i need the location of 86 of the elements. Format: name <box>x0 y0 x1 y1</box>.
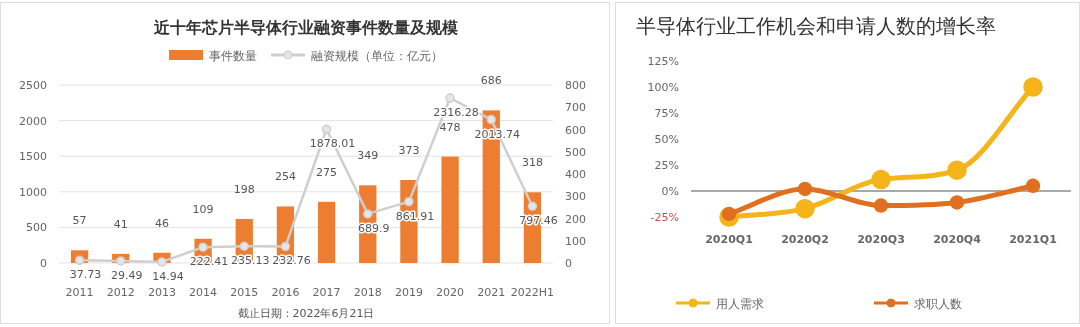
y2-tick-label: 400 <box>565 168 586 181</box>
data-label: 275 <box>316 165 338 179</box>
x-tick-label: 2013 <box>147 286 176 299</box>
x-tick-label: 2020Q2 <box>781 233 829 246</box>
data-label: 349 <box>357 149 379 163</box>
y-tick-label: 2000 <box>19 114 47 128</box>
data-label: 318 <box>521 156 543 170</box>
data-label: 1878.01 <box>309 137 356 151</box>
y-tick-label: 1500 <box>19 150 47 164</box>
data-label: 232.76 <box>272 254 311 268</box>
y2-tick-label: 600 <box>565 123 586 137</box>
data-label: 46 <box>154 216 169 230</box>
text: 截止日期：2022年6月21日 <box>237 307 375 320</box>
y-tick-label: 100% <box>647 81 679 94</box>
y2-tick-label: 300 <box>565 190 586 204</box>
x-tick-label: 2020 <box>436 286 465 299</box>
y-tick-label: 500 <box>26 221 47 235</box>
point <box>486 114 496 125</box>
x-tick-label: 2011 <box>65 286 94 299</box>
x-tick-label: 2022H1 <box>510 286 555 299</box>
x-tick-label: 2020Q3 <box>857 233 905 246</box>
x-tick-label: 2016 <box>271 286 300 299</box>
x-tick-label: 2017 <box>312 286 341 299</box>
data-label: 478 <box>439 120 461 134</box>
point <box>321 124 332 135</box>
bar <box>317 201 336 263</box>
x-tick-label: 2015 <box>230 286 259 299</box>
x-tick-label: 2020Q4 <box>933 233 982 246</box>
point <box>721 206 737 222</box>
data-label: 29.49 <box>111 268 143 282</box>
y-tick-label: 25% <box>654 159 679 172</box>
data-label: 57 <box>72 214 87 228</box>
data-label: 14.94 <box>152 269 184 283</box>
y-tick-label: -25% <box>650 211 679 224</box>
legend-label: 事件数量 <box>209 49 257 63</box>
data-label: 222.41 <box>189 255 229 269</box>
data-label: 109 <box>192 202 214 216</box>
y-tick-label: 50% <box>654 133 679 146</box>
point <box>527 201 538 211</box>
x-tick-label: 2012 <box>106 286 135 299</box>
y2-tick-label: 500 <box>565 145 586 159</box>
x-tick-label: 2014 <box>189 286 218 299</box>
y-tick-label: 75% <box>654 107 679 120</box>
y2-tick-label: 200 <box>565 212 586 226</box>
y-tick-label: 0% <box>661 185 679 198</box>
y2-tick-label: 700 <box>565 101 586 115</box>
x-tick-label: 2021 <box>477 286 506 299</box>
chart-title: 近十年芯片半导体行业融资事件数量及规模 <box>153 18 458 37</box>
point <box>871 169 891 190</box>
legend-label: 用人需求 <box>716 297 764 311</box>
x-tick-label: 2019 <box>394 286 423 299</box>
point <box>280 241 291 252</box>
point <box>1025 178 1041 194</box>
legend-label: 求职人数 <box>914 297 962 311</box>
data-label: 235.13 <box>231 254 270 268</box>
data-label: 37.73 <box>69 268 102 282</box>
point <box>795 198 815 219</box>
data-label: 686 <box>480 74 502 88</box>
data-label: 2316.28 <box>433 106 479 120</box>
point <box>404 196 414 207</box>
point <box>239 241 249 252</box>
data-label: 41 <box>113 217 128 231</box>
y-tick-label: 125% <box>647 55 679 68</box>
x-tick-label: 2021Q1 <box>1009 233 1057 246</box>
x-tick-label: 2020Q1 <box>705 233 753 246</box>
y-tick-label: 1000 <box>19 185 47 199</box>
point <box>116 256 126 266</box>
data-label: 254 <box>274 170 296 184</box>
point <box>445 93 455 103</box>
legend-label: 融资规模（单位：亿元） <box>311 49 443 63</box>
y-tick-label: 0 <box>40 257 47 270</box>
x-tick-label: 2018 <box>353 286 382 299</box>
data-label: 373 <box>398 144 420 158</box>
point <box>1023 77 1043 97</box>
data-label: 198 <box>233 182 255 196</box>
point <box>873 198 889 213</box>
y2-tick-label: 800 <box>565 79 586 92</box>
y2-tick-label: 100 <box>565 234 586 248</box>
point <box>947 160 967 180</box>
y-tick-label: 2500 <box>19 79 47 92</box>
chart-title: 半导体行业工作机会和申请人数的增长率 <box>636 14 996 38</box>
point <box>363 209 373 219</box>
bar <box>441 156 459 263</box>
point <box>797 181 813 197</box>
y2-tick-label: 0 <box>565 257 572 270</box>
point <box>949 195 965 210</box>
